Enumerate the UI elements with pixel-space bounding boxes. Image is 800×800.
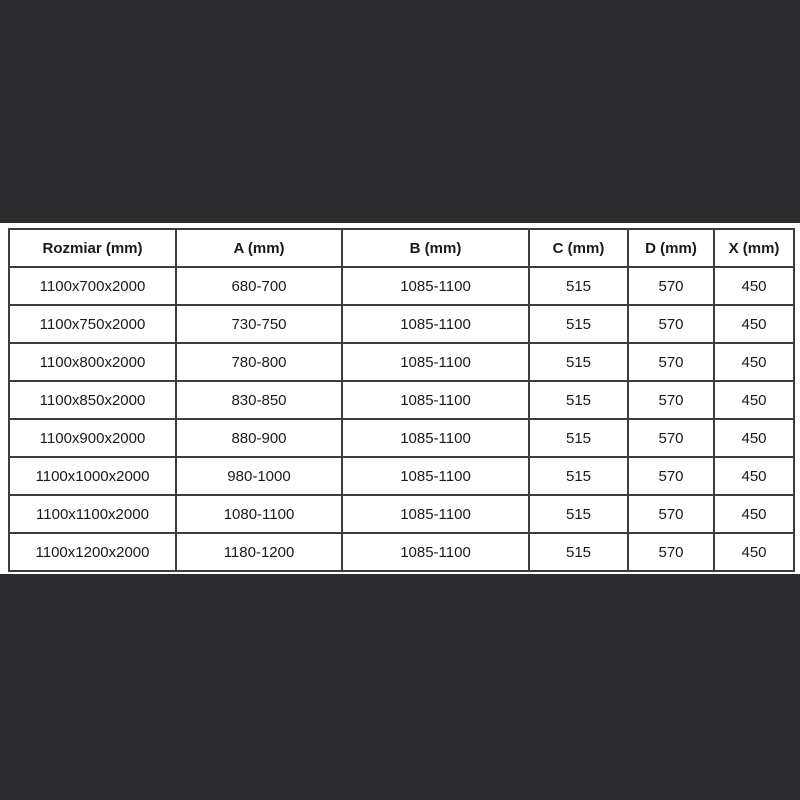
table-cell: 450 (713, 532, 795, 572)
table-cell: 450 (713, 456, 795, 496)
table-cell: 1080-1100 (175, 494, 343, 534)
table-cell: 450 (713, 266, 795, 306)
size-spec-table: Rozmiar (mm) A (mm) B (mm) C (mm) D (mm) X (m… (8, 228, 795, 572)
table-cell: 570 (627, 380, 715, 420)
table-cell: 570 (627, 532, 715, 572)
table-cell: 1100x750x2000 (8, 304, 177, 344)
table-cell: 1085-1100 (341, 380, 530, 420)
table-cell: 570 (627, 266, 715, 306)
table-cell: 515 (528, 342, 629, 382)
table-row: 1100x800x2000 780-800 1085-1100 515 570 450 (8, 342, 795, 382)
table-cell: 1100x700x2000 (8, 266, 177, 306)
table-cell: 450 (713, 380, 795, 420)
table-cell: 515 (528, 418, 629, 458)
table-cell: 880-900 (175, 418, 343, 458)
table-cell: 570 (627, 342, 715, 382)
table-row: 1100x1100x2000 1080-1100 1085-1100 515 570 45… (8, 494, 795, 534)
header-cell-col-1: A (mm) (175, 228, 343, 268)
table-cell: 450 (713, 418, 795, 458)
table-cell: 830-850 (175, 380, 343, 420)
table-cell: 1100x1100x2000 (8, 494, 177, 534)
table-cell: 515 (528, 494, 629, 534)
table-cell: 1085-1100 (341, 266, 530, 306)
table-cell: 1180-1200 (175, 532, 343, 572)
table-row: 1100x700x2000 680-700 1085-1100 515 570 450 (8, 266, 795, 306)
table-cell: 680-700 (175, 266, 343, 306)
table-cell: 1085-1100 (341, 304, 530, 344)
table-cell: 1085-1100 (341, 532, 530, 572)
table-row: 1100x900x2000 880-900 1085-1100 515 570 450 (8, 418, 795, 458)
table-cell: 1100x1200x2000 (8, 532, 177, 572)
table-cell: 1085-1100 (341, 456, 530, 496)
table-cell: 450 (713, 494, 795, 534)
table-cell: 515 (528, 266, 629, 306)
table-cell: 515 (528, 456, 629, 496)
table-cell: 450 (713, 342, 795, 382)
table-cell: 1100x850x2000 (8, 380, 177, 420)
header-cell-col-2: B (mm) (341, 228, 530, 268)
header-cell-col-0: Rozmiar (mm) (8, 228, 177, 268)
table-cell: 1085-1100 (341, 418, 530, 458)
table-cell: 515 (528, 532, 629, 572)
table-cell: 1100x800x2000 (8, 342, 177, 382)
table-cell: 1100x1000x2000 (8, 456, 177, 496)
table-cell: 980-1000 (175, 456, 343, 496)
header-cell-col-3: C (mm) (528, 228, 629, 268)
table-row: 1100x750x2000 730-750 1085-1100 515 570 450 (8, 304, 795, 344)
table-cell: 515 (528, 380, 629, 420)
table-header-row: Rozmiar (mm) A (mm) B (mm) C (mm) D (mm) X (m… (8, 228, 795, 268)
table-row: 1100x1200x2000 1180-1200 1085-1100 515 570 45… (8, 532, 795, 572)
table-body: 1100x700x2000 680-700 1085-1100 515 570 450 11… (8, 266, 795, 572)
header-cell-col-5: X (mm) (713, 228, 795, 268)
table-cell: 570 (627, 456, 715, 496)
table-cell: 1100x900x2000 (8, 418, 177, 458)
table-cell: 1085-1100 (341, 494, 530, 534)
table-cell: 570 (627, 304, 715, 344)
table-row: 1100x850x2000 830-850 1085-1100 515 570 450 (8, 380, 795, 420)
table-row: 1100x1000x2000 980-1000 1085-1100 515 570 450 (8, 456, 795, 496)
table-cell: 570 (627, 494, 715, 534)
table-cell: 570 (627, 418, 715, 458)
table-cell: 780-800 (175, 342, 343, 382)
table-cell: 515 (528, 304, 629, 344)
table-cell: 730-750 (175, 304, 343, 344)
table-cell: 450 (713, 304, 795, 344)
table-cell: 1085-1100 (341, 342, 530, 382)
header-cell-col-4: D (mm) (627, 228, 715, 268)
